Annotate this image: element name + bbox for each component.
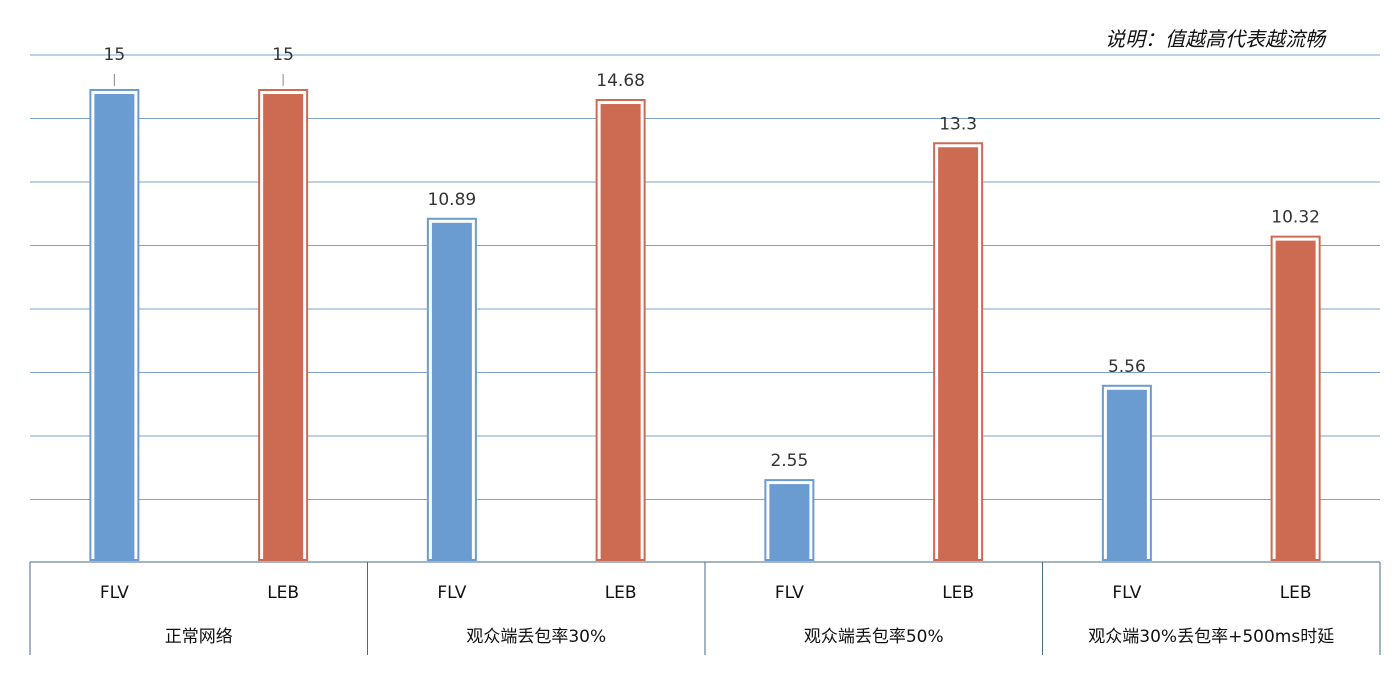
bar [431, 222, 472, 560]
bar [938, 147, 979, 560]
bar [600, 104, 641, 560]
bar [94, 94, 135, 560]
tick-label: LEB [267, 583, 299, 603]
tick-label: FLV [100, 583, 129, 603]
category-label: 观众端丢包率50% [804, 627, 944, 647]
gridlines [30, 54, 1380, 500]
bar [1275, 240, 1316, 560]
data-label: 10.89 [428, 190, 477, 210]
bar [1106, 389, 1147, 560]
tick-label: LEB [942, 583, 974, 603]
data-label: 5.56 [1108, 357, 1146, 377]
category-label: 观众端30%丢包率+500ms时延 [1088, 627, 1334, 647]
data-label: 13.3 [939, 114, 977, 134]
bars [89, 89, 1321, 562]
tick-label: LEB [605, 583, 637, 603]
tick-label: FLV [1112, 583, 1141, 603]
tick-label: LEB [1280, 583, 1312, 603]
category-label: 正常网络 [165, 627, 233, 647]
tick-label: FLV [437, 583, 466, 603]
data-label: 2.55 [770, 451, 808, 471]
data-labels: 15 15 10.89 14.68 2.55 13.3 5.56 10.32 [104, 45, 1320, 471]
chart-note: 说明：值越高代表越流畅 [1105, 27, 1327, 51]
data-label: 10.32 [1271, 208, 1320, 228]
data-label: 15 [272, 45, 294, 65]
data-label: 14.68 [596, 71, 645, 91]
bar [263, 94, 304, 560]
category-axis: FLV LEB 正常网络 FLV LEB 观众端丢包率30% FLV LEB 观众端丢包率50%… [29, 561, 1381, 655]
tick-label: FLV [775, 583, 804, 603]
data-label: 15 [104, 45, 126, 65]
category-label: 观众端丢包率30% [466, 627, 606, 647]
bar [769, 484, 810, 560]
